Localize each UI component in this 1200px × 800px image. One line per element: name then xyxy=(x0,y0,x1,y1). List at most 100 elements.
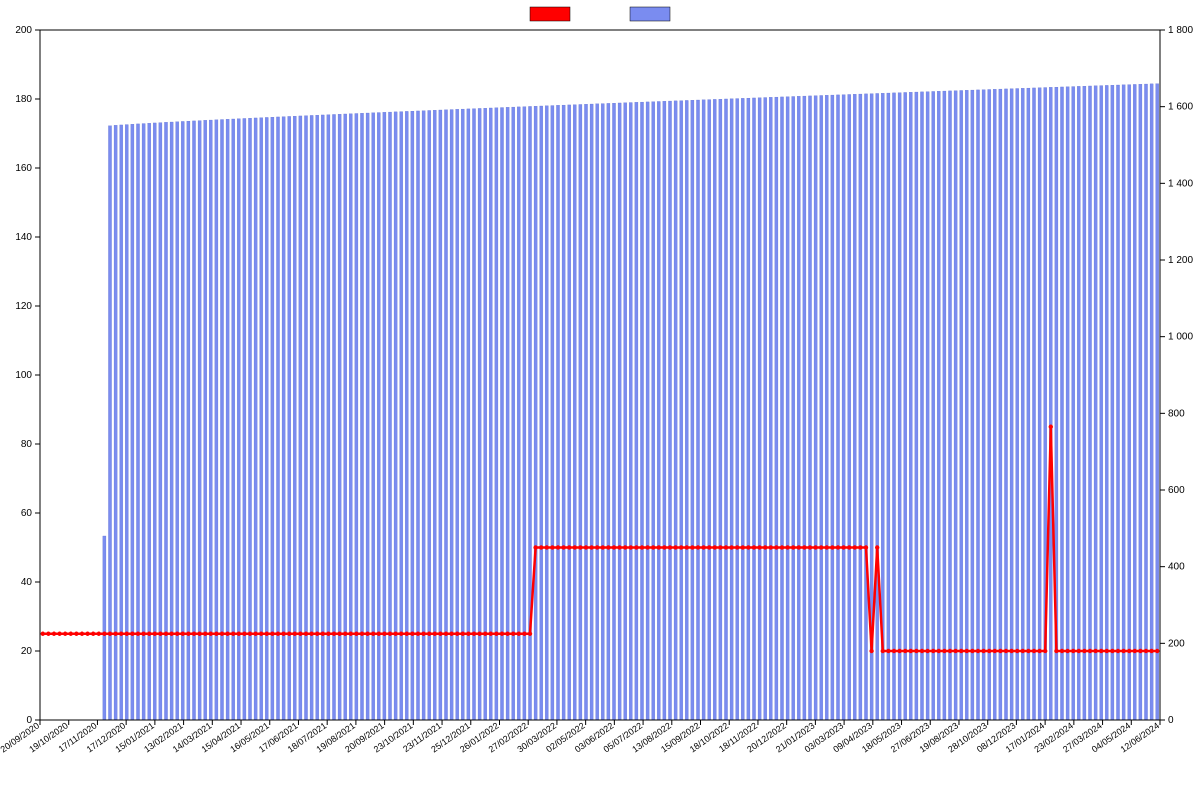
bar xyxy=(1156,84,1159,720)
line-marker xyxy=(63,632,67,636)
line-marker xyxy=(80,632,84,636)
bar xyxy=(377,113,380,720)
line-marker xyxy=(550,545,554,549)
line-marker xyxy=(965,649,969,653)
bar xyxy=(601,104,604,720)
line-marker xyxy=(612,545,616,549)
bar xyxy=(164,122,167,720)
bar xyxy=(327,115,330,720)
bar xyxy=(758,98,761,720)
bar xyxy=(713,99,716,720)
line-marker xyxy=(259,632,263,636)
bar xyxy=(159,123,162,720)
line-marker xyxy=(410,632,414,636)
line-marker xyxy=(640,545,644,549)
bar xyxy=(652,102,655,720)
line-marker xyxy=(41,632,45,636)
line-marker xyxy=(1088,649,1092,653)
bar xyxy=(1100,86,1103,720)
bar xyxy=(988,89,991,720)
bar xyxy=(484,108,487,720)
line-marker xyxy=(601,545,605,549)
line-marker xyxy=(763,545,767,549)
line-marker xyxy=(147,632,151,636)
line-marker xyxy=(153,632,157,636)
line-marker xyxy=(1144,649,1148,653)
line-marker xyxy=(1032,649,1036,653)
line-marker xyxy=(875,545,879,549)
bar xyxy=(405,111,408,720)
bar xyxy=(943,91,946,720)
bar xyxy=(416,111,419,720)
line-marker xyxy=(948,649,952,653)
left-axis-label: 80 xyxy=(21,439,33,450)
right-axis-label: 400 xyxy=(1168,562,1185,573)
bar xyxy=(293,116,296,720)
bar xyxy=(1083,86,1086,720)
line-marker xyxy=(920,649,924,653)
line-marker xyxy=(808,545,812,549)
bar xyxy=(624,103,627,720)
line-marker xyxy=(993,649,997,653)
left-axis-label: 100 xyxy=(15,370,32,381)
bar xyxy=(282,117,285,720)
line-marker xyxy=(931,649,935,653)
line-marker xyxy=(169,632,173,636)
left-axis-label: 20 xyxy=(21,646,33,657)
line-marker xyxy=(746,545,750,549)
bar xyxy=(848,94,851,720)
line-marker xyxy=(494,632,498,636)
line-marker xyxy=(1004,649,1008,653)
line-marker xyxy=(533,545,537,549)
line-marker xyxy=(231,632,235,636)
bar xyxy=(769,97,772,720)
line-marker xyxy=(399,632,403,636)
bar xyxy=(1133,84,1136,720)
bar xyxy=(321,115,324,720)
bar xyxy=(299,116,302,720)
bar xyxy=(383,112,386,720)
line-marker xyxy=(707,545,711,549)
bar xyxy=(596,104,599,720)
bar xyxy=(310,115,313,720)
bar xyxy=(153,123,156,720)
bar xyxy=(1021,88,1024,720)
line-marker xyxy=(276,632,280,636)
line-marker xyxy=(1015,649,1019,653)
line-marker xyxy=(970,649,974,653)
line-marker xyxy=(662,545,666,549)
line-marker xyxy=(57,632,61,636)
bar xyxy=(635,102,638,720)
line-marker xyxy=(623,545,627,549)
line-marker xyxy=(349,632,353,636)
line-marker xyxy=(500,632,504,636)
bar xyxy=(836,95,839,720)
left-axis-label: 160 xyxy=(15,163,32,174)
line-marker xyxy=(629,545,633,549)
bar xyxy=(702,100,705,720)
bar xyxy=(388,112,391,720)
line-marker xyxy=(433,632,437,636)
line-marker xyxy=(869,649,873,653)
line-marker xyxy=(825,545,829,549)
line-marker xyxy=(791,545,795,549)
line-marker xyxy=(578,545,582,549)
bar xyxy=(1010,89,1013,720)
line-marker xyxy=(836,545,840,549)
line-marker xyxy=(718,545,722,549)
bar xyxy=(400,112,403,720)
bar xyxy=(265,117,268,720)
bar xyxy=(573,105,576,720)
line-marker xyxy=(332,632,336,636)
line-marker xyxy=(713,545,717,549)
bar xyxy=(220,120,223,720)
bar xyxy=(226,119,229,720)
line-marker xyxy=(365,632,369,636)
bar xyxy=(500,108,503,720)
chart-svg: 0204060801001201401601802000200400600800… xyxy=(0,0,1200,800)
bars-group xyxy=(103,84,1159,720)
legend-swatch xyxy=(530,7,570,21)
line-marker xyxy=(108,632,112,636)
line-marker xyxy=(225,632,229,636)
line-marker xyxy=(1138,649,1142,653)
